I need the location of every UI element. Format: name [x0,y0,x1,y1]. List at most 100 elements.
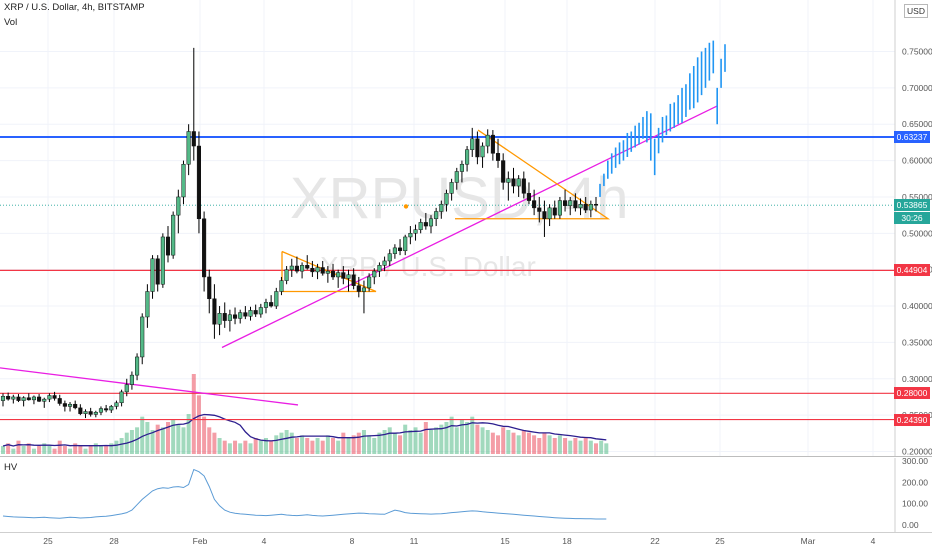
hv-axis[interactable]: 300.00 200.00 100.00 0.00 [894,456,928,532]
candle-body [305,265,310,269]
candle-body [62,403,67,407]
candle-body [495,153,501,161]
volume-bar [521,430,526,454]
price-tick-label: 0.70000 [902,83,932,93]
candle-body [31,396,36,401]
candle-body [351,274,356,286]
candle-body [284,269,289,281]
candle-body [356,285,361,292]
volume-bar [526,432,531,454]
volume-bar [31,448,36,454]
volume-bar [346,438,351,454]
volume-bar [439,424,444,454]
hv-tick-label: 200.00 [902,477,928,487]
volume-bar [532,435,537,454]
volume-bar [557,435,562,454]
candle-body [135,356,140,376]
candle-body [341,272,346,279]
volume-bar [377,432,382,454]
candle-body [475,138,480,158]
volume-bar [176,424,181,454]
candle-body [294,265,299,272]
volume-bar [186,414,191,454]
volume-bar [361,430,366,454]
volume-bar [542,432,547,454]
candle-body [315,267,320,273]
time-tick-label: Feb [193,536,208,546]
volume-bar [341,432,346,454]
price-level-badge: 0.28000 [894,387,930,400]
volume-bars [1,374,609,454]
time-tick-label: 28 [109,536,119,546]
candle-body [47,395,52,400]
candle-body [207,276,212,300]
candle-body [160,236,165,285]
candle-body [563,200,568,206]
currency-button[interactable]: USD [904,4,928,18]
volume-bar [454,427,459,454]
time-tick-label: 15 [500,536,510,546]
candle-body [413,229,418,234]
volume-bar [356,432,361,454]
volume-bar [552,438,557,454]
volume-bar [88,446,93,454]
volume-bar [408,430,413,454]
volume-bar [594,443,598,454]
time-tick-label: 25 [43,536,53,546]
volume-bar [413,427,418,454]
volume-bar [6,443,11,454]
volume-bar [217,438,222,454]
candle-body [57,398,62,404]
candle-body [119,391,124,404]
volume-bar [485,430,490,454]
candle-body [501,160,506,183]
volume-bar [320,440,325,454]
volume-bar [336,440,341,454]
candle-body [155,258,160,285]
price-tick-label: 0.50000 [902,228,932,238]
candle-body [382,260,387,266]
candle-body [263,302,269,308]
candle-body [73,403,78,409]
volume-bar [166,422,171,454]
candle-body [583,203,588,211]
time-axis[interactable]: 25 28 Feb 4 8 11 15 18 22 25 Mar 4 [43,536,875,546]
chart-title: XRP / U.S. Dollar, 4h, BITSTAMP [4,2,145,13]
volume-bar [119,438,124,454]
volume-bar [588,440,593,454]
volume-bar [382,430,387,454]
volume-bar [155,424,160,454]
volume-bar [248,443,253,454]
volume-bar [372,438,377,454]
volume-bar [83,448,88,454]
volume-bar [26,443,31,454]
volume-bar [351,435,356,454]
candle-body [93,411,98,415]
candle-body [181,163,186,198]
candle-body [578,203,583,209]
candle-body [428,218,434,227]
volume-bar [171,419,176,454]
volume-bar [238,443,243,454]
candle-body [336,272,341,278]
candle-body [398,247,403,252]
candle-body [222,313,227,321]
candle-body [542,211,547,220]
candle-body [444,193,449,205]
time-tick-label: 22 [650,536,660,546]
volume-bar [501,427,506,454]
volume-bar [300,435,305,454]
time-tick-label: 11 [410,536,419,546]
volume-bar [140,416,145,454]
candle-body [253,310,258,315]
candle-body [485,134,490,147]
candle-body [490,134,495,154]
candle-body [42,398,47,402]
candle-body [573,200,578,209]
volume-bar [181,427,186,454]
volume-bar [279,432,284,454]
volume-bar [145,422,150,454]
price-tick-label: 0.60000 [902,156,932,166]
volume-bar [212,432,217,454]
